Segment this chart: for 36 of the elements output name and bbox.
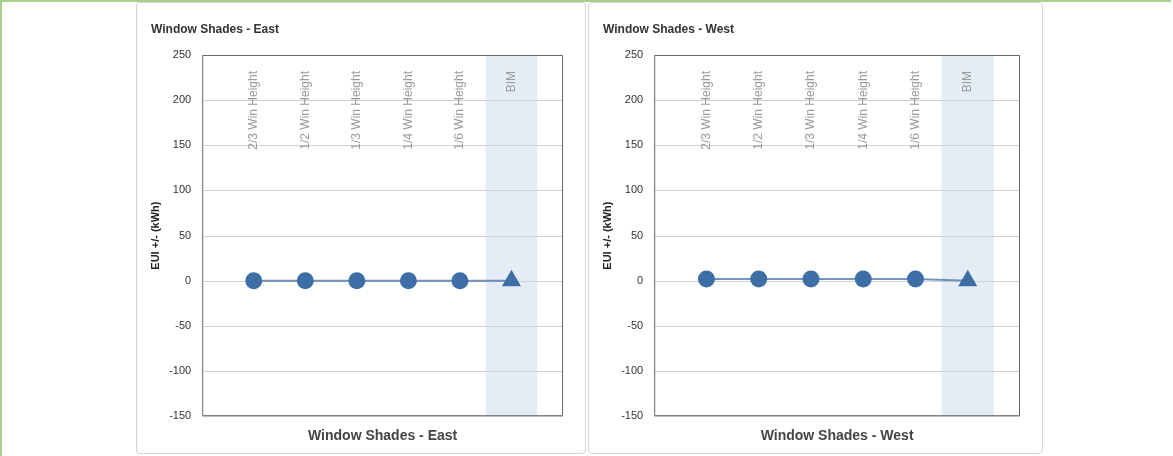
y-axis-title: EUI +/- (kWh) — [600, 201, 613, 270]
x-tick-label: 2/3 Win Height — [246, 70, 261, 150]
x-tick-label: 1/2 Win Height — [297, 70, 312, 150]
y-tick-label: -150 — [621, 409, 644, 422]
y-tick-label: -100 — [621, 364, 644, 377]
y-tick-label: 150 — [172, 138, 192, 151]
x-tick-label: BIM — [503, 71, 518, 93]
x-tick-label: 1/3 Win Height — [803, 70, 818, 150]
x-axis-title: Window Shades - East — [307, 427, 458, 444]
x-axis-title: Window Shades - West — [760, 427, 914, 444]
y-tick-label: -100 — [169, 364, 192, 377]
x-tick-label: 1/6 Win Height — [452, 70, 467, 150]
y-tick-label: -50 — [175, 318, 192, 331]
y-tick-label: 0 — [185, 273, 192, 286]
x-tick-label: BIM — [960, 71, 975, 93]
y-axis-title: EUI +/- (kWh) — [148, 201, 161, 270]
chart-title: Window Shades - East — [151, 22, 279, 36]
x-tick-label: 2/3 Win Height — [698, 70, 713, 150]
y-tick-label: 250 — [624, 48, 644, 61]
x-tick-label: 1/3 Win Height — [349, 70, 364, 150]
y-tick-label: 250 — [172, 48, 192, 61]
y-tick-label: 100 — [172, 183, 192, 196]
y-tick-label: 50 — [630, 228, 644, 241]
y-tick-label: -50 — [627, 318, 644, 331]
y-tick-label: 50 — [178, 228, 192, 241]
y-tick-label: 200 — [624, 93, 644, 106]
x-tick-label: 1/2 Win Height — [751, 70, 766, 150]
x-tick-label: 1/4 Win Height — [400, 70, 415, 150]
x-tick-label: 1/6 Win Height — [907, 70, 922, 150]
chart-title: Window Shades - West — [603, 22, 735, 36]
y-tick-label: 100 — [624, 183, 644, 196]
y-tick-label: -150 — [169, 409, 192, 422]
y-tick-label: 150 — [624, 138, 644, 151]
x-tick-label: 1/4 Win Height — [855, 70, 870, 150]
y-tick-label: 0 — [637, 273, 644, 286]
y-tick-label: 200 — [172, 93, 192, 106]
